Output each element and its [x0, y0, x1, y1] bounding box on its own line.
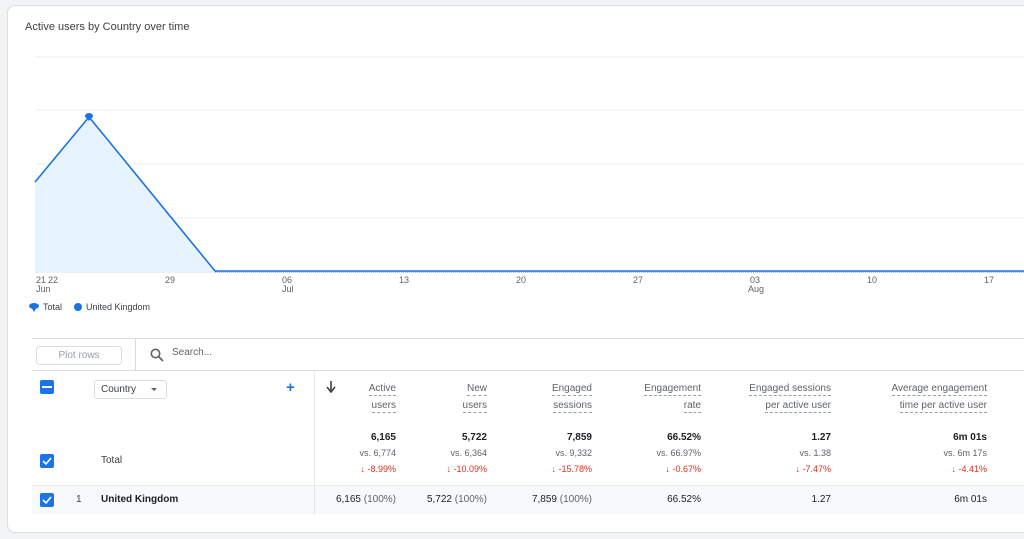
total-value: 1.27 [811, 432, 831, 443]
table-row[interactable] [32, 485, 1024, 514]
total-change: ↓ -0.67% [665, 464, 701, 474]
total-value: 6,165 [370, 432, 396, 443]
plot-rows-button[interactable]: Plot rows [36, 346, 122, 365]
row-cell: 7,859 (100%) [531, 494, 592, 505]
total-compare: vs. 9,332 [555, 448, 592, 458]
x-tick-month: Jun [36, 284, 51, 294]
search-icon [150, 348, 164, 362]
dimension-label: Country [101, 384, 137, 395]
legend-united-kingdom[interactable]: United Kingdom [86, 302, 151, 312]
total-compare: vs. 1.38 [799, 448, 831, 458]
total-label: Total [101, 455, 123, 466]
total-compare: vs. 6m 17s [943, 448, 987, 458]
row-index: 1 [76, 494, 82, 505]
x-tick: 27 [633, 275, 644, 285]
row-cell: 66.52% [667, 494, 701, 505]
card-title: Active users by Country over time [25, 21, 190, 33]
column-divider [314, 486, 315, 514]
total-change: ↓ -10.09% [446, 464, 487, 474]
row-cell: 6m 01s [954, 494, 987, 505]
total-compare: vs. 6,774 [359, 448, 396, 458]
x-tick-month: Aug [748, 284, 765, 294]
col-header-avg-engagement-time[interactable]: Average engagement time per active user [891, 383, 987, 413]
x-tick: 20 [516, 275, 527, 285]
check-icon [42, 457, 52, 466]
row-cell: 5,722 (100%) [426, 494, 487, 505]
total-compare: vs. 6,364 [450, 448, 487, 458]
total-value: 6m 01s [953, 432, 987, 443]
table-toolbar: Plot rows [32, 338, 1024, 371]
uk-line [34, 115, 1024, 272]
total-change: ↓ -4.41% [951, 464, 987, 474]
col-header-new-users[interactable]: New users [462, 383, 487, 413]
select-all-checkbox[interactable] [40, 380, 54, 394]
chart-legend: Total United Kingdom [29, 302, 150, 312]
peak-marker[interactable] [85, 113, 93, 121]
total-change: ↓ -7.47% [795, 464, 831, 474]
row-cell: 6,165 (100%) [335, 494, 396, 505]
x-tick: 13 [399, 275, 410, 285]
total-value: 5,722 [461, 432, 487, 443]
sort-descending-icon[interactable] [326, 381, 336, 393]
col-header-engaged-sessions-per-user[interactable]: Engaged sessions per active user [749, 383, 831, 413]
col-header-engaged-sessions[interactable]: Engaged sessions [551, 383, 592, 413]
row-country[interactable]: United Kingdom [101, 494, 179, 505]
divider [135, 339, 136, 371]
total-compare: vs. 66.97% [656, 448, 701, 458]
line-chart[interactable] [0, 0, 1024, 300]
total-value: 66.52% [667, 432, 701, 443]
search-input[interactable] [172, 347, 472, 358]
x-tick: 17 [984, 275, 995, 285]
col-header-engagement-rate[interactable]: Engagement rate [644, 383, 701, 413]
check-icon [42, 496, 52, 505]
x-tick: 03 [750, 275, 761, 285]
total-value: 7,859 [566, 432, 592, 443]
column-divider [314, 371, 315, 514]
dot-icon [74, 303, 83, 311]
legend-total[interactable]: Total [43, 302, 63, 312]
total-area [35, 117, 1024, 272]
add-dimension-button[interactable]: + [286, 379, 295, 396]
dimension-select[interactable]: Country [94, 380, 167, 399]
total-pin-icon [29, 302, 39, 312]
row-cell: 1.27 [811, 494, 831, 505]
x-tick: 06 [282, 275, 293, 285]
x-tick-month: Jul [282, 284, 294, 294]
x-tick: 21 [36, 275, 47, 285]
caret-down-icon [151, 388, 157, 391]
total-change: ↓ -15.78% [551, 464, 592, 474]
col-header-active-users[interactable]: Active users [368, 383, 396, 413]
total-checkbox[interactable] [40, 454, 54, 468]
total-change: ↓ -8.99% [360, 464, 396, 474]
x-tick: 10 [867, 275, 878, 285]
row-checkbox[interactable] [40, 493, 54, 507]
x-tick: 22 [48, 275, 59, 285]
x-tick: 29 [165, 275, 176, 285]
